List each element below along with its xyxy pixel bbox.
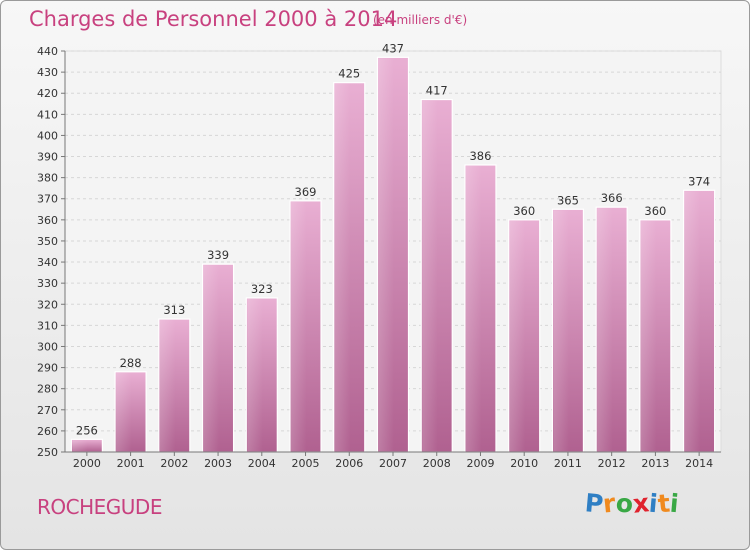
x-tick-label: 2001 xyxy=(117,457,145,470)
y-tick-label: 310 xyxy=(37,319,58,332)
bar-highlight xyxy=(334,83,351,451)
data-label: 323 xyxy=(251,282,273,296)
bar-highlight xyxy=(159,320,176,451)
x-tick-label: 2000 xyxy=(73,457,101,470)
y-tick-label: 410 xyxy=(37,108,58,121)
y-tick-label: 370 xyxy=(37,193,58,206)
proxiti-logo: Proxiti xyxy=(584,488,680,519)
x-axis: 2000 2001 2002 2003 2004 2005 2006 2007 2008 2009… xyxy=(65,451,721,470)
bar-highlight xyxy=(247,298,263,451)
bar-highlight xyxy=(203,265,220,451)
y-tick-label: 320 xyxy=(37,298,58,311)
y-tick-label: 280 xyxy=(37,383,58,396)
bar-highlight xyxy=(597,208,613,451)
y-tick-label: 270 xyxy=(37,404,58,417)
y-tick-label: 420 xyxy=(37,87,58,100)
x-tick-label: 2004 xyxy=(248,457,276,470)
data-label: 369 xyxy=(295,185,317,199)
data-label: 386 xyxy=(469,149,491,163)
y-tick-label: 390 xyxy=(37,151,58,164)
x-tick-label: 2003 xyxy=(204,457,232,470)
y-tick-label: 350 xyxy=(37,235,58,248)
bar-highlight xyxy=(553,210,569,451)
x-tick-label: 2006 xyxy=(335,457,363,470)
bar-highlight xyxy=(509,220,526,451)
y-tick-label: 400 xyxy=(37,129,58,142)
data-label: 360 xyxy=(513,204,535,218)
bar-highlight xyxy=(640,220,657,451)
x-tick-label: 2014 xyxy=(685,457,713,470)
y-tick-label: 250 xyxy=(37,446,58,459)
data-label: 365 xyxy=(557,193,579,207)
y-tick-label: 300 xyxy=(37,340,58,353)
bar-highlight xyxy=(422,100,438,451)
chart-subtitle: (en milliers d'€) xyxy=(373,13,468,27)
x-tick-label: 2012 xyxy=(598,457,626,470)
x-tick-label: 2010 xyxy=(510,457,538,470)
y-tick-label: 290 xyxy=(37,362,58,375)
x-tick-label: 2007 xyxy=(379,457,407,470)
y-axis: 250 260 270 280 290 300 310 320 330 340 350 360 370 3… xyxy=(37,45,66,459)
data-label: 374 xyxy=(688,174,710,188)
x-tick-label: 2011 xyxy=(554,457,582,470)
y-tick-label: 440 xyxy=(37,45,58,58)
bar-highlight xyxy=(116,372,132,451)
bar-highlight xyxy=(378,58,394,452)
bar-highlight xyxy=(465,165,482,451)
bar-highlight xyxy=(72,440,88,451)
data-label: 417 xyxy=(426,84,448,98)
y-tick-label: 380 xyxy=(37,172,58,185)
y-tick-label: 260 xyxy=(37,425,58,438)
data-label: 366 xyxy=(601,191,623,205)
y-tick-label: 360 xyxy=(37,214,58,227)
y-tick-label: 430 xyxy=(37,66,58,79)
data-label: 437 xyxy=(382,41,404,55)
data-label: 288 xyxy=(120,356,142,370)
y-tick-label: 340 xyxy=(37,256,58,269)
data-label: 313 xyxy=(163,303,185,317)
data-label: 360 xyxy=(644,204,666,218)
bar-highlight xyxy=(291,201,307,451)
place-name: ROCHEGUDE xyxy=(37,495,162,519)
x-tick-label: 2008 xyxy=(423,457,451,470)
y-tick-label: 330 xyxy=(37,277,58,290)
bars: 256 288 313 339 323 369 425 437 417 386 360 365 366 3… xyxy=(70,41,716,453)
logo-letter: i xyxy=(668,488,680,519)
data-label: 339 xyxy=(207,248,229,262)
data-label: 256 xyxy=(76,423,98,437)
x-tick-label: 2002 xyxy=(160,457,188,470)
x-tick-label: 2009 xyxy=(466,457,494,470)
chart-title: Charges de Personnel 2000 à 2014 xyxy=(29,7,398,31)
x-tick-label: 2013 xyxy=(641,457,669,470)
x-tick-label: 2005 xyxy=(292,457,320,470)
data-label: 425 xyxy=(338,67,360,81)
bar-highlight xyxy=(684,191,701,451)
